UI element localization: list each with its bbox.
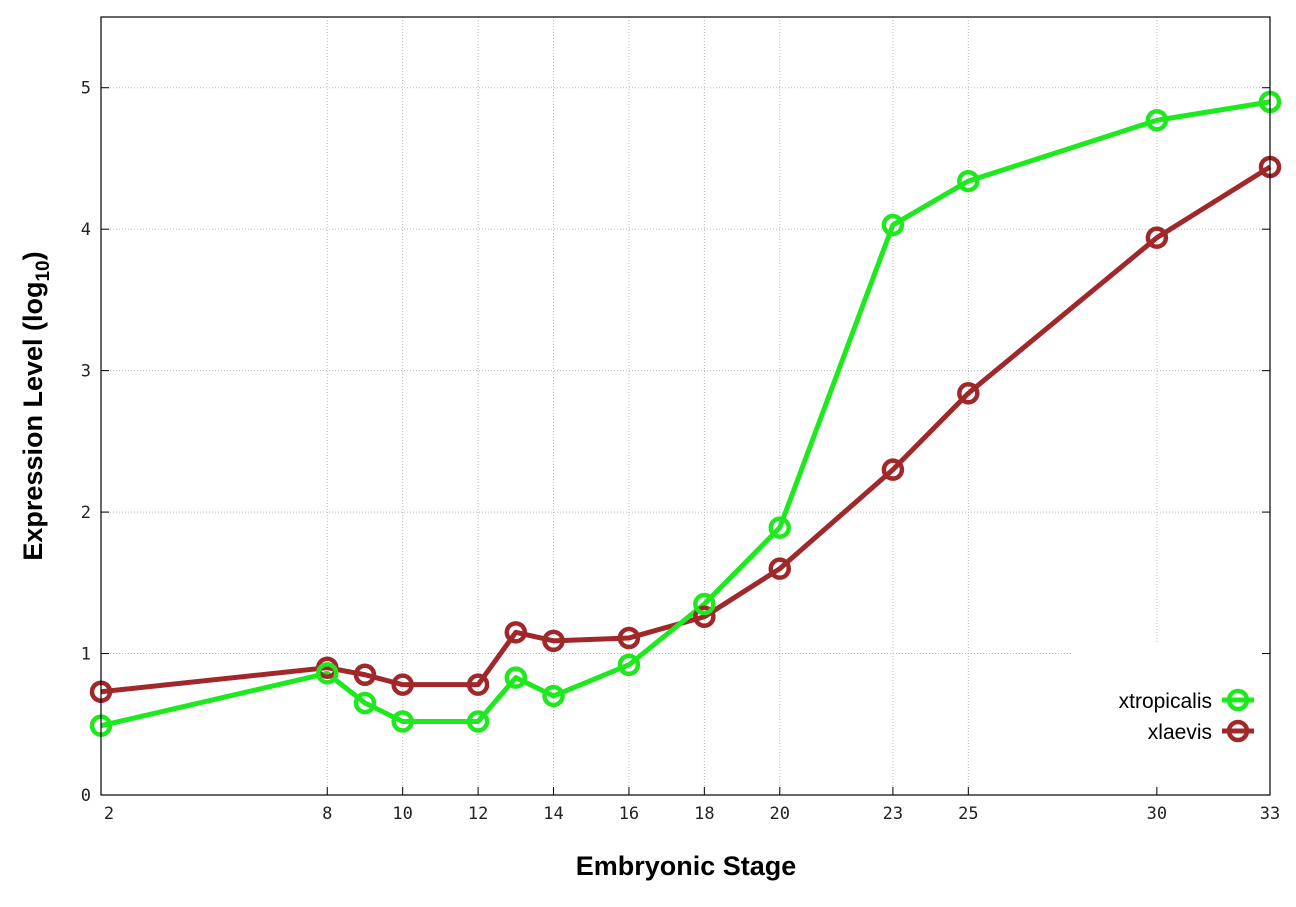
x-tick-label: 12 (468, 804, 488, 824)
data-point-xlaevis (504, 621, 528, 644)
x-tick-label: 20 (770, 804, 790, 824)
data-point-xtropicalis (391, 710, 414, 733)
data-point-xlaevis (768, 557, 792, 580)
x-axis-label: Embryonic Stage (576, 851, 797, 881)
data-point-xlaevis (881, 458, 905, 481)
x-tick-label: 33 (1260, 804, 1280, 824)
data-point-xtropicalis (617, 653, 641, 677)
data-point-xlaevis (466, 673, 490, 696)
x-tick-label: 23 (883, 804, 903, 824)
legend-marker-xtropicalis (1226, 688, 1250, 712)
data-point-xtropicalis (542, 684, 565, 708)
y-axis-label: Expression Level (log10) (18, 251, 54, 560)
x-tick-label: 18 (694, 804, 714, 824)
x-tick-label: 8 (322, 804, 332, 824)
data-point-xlaevis (693, 605, 716, 629)
data-point-xtropicalis (466, 710, 490, 733)
data-point-xtropicalis (768, 516, 792, 539)
y-tick-label: 4 (81, 220, 91, 240)
plot-frame (100, 16, 1271, 796)
x-tick-label: 10 (392, 804, 412, 824)
x-tick-label: 2 (104, 804, 114, 824)
data-point-xtropicalis (1145, 109, 1169, 132)
series-line-xtropicalis (100, 99, 1271, 729)
data-point-xtropicalis (353, 691, 377, 715)
legend-background (1072, 643, 1269, 794)
series-layer (89, 90, 1282, 737)
data-point-xlaevis (1145, 226, 1169, 249)
data-point-xtropicalis (504, 666, 528, 689)
data-point-xlaevis (353, 663, 377, 687)
legend-marker-xlaevis (1226, 719, 1250, 743)
legend: xtropicalis xlaevis (1119, 688, 1254, 744)
data-point-xtropicalis (693, 592, 716, 616)
legend-label: xlaevis (1148, 721, 1212, 744)
data-point-xtropicalis (316, 662, 339, 685)
y-tick-label: 2 (81, 503, 91, 523)
y-tick-label: 1 (81, 645, 91, 665)
data-point-xlaevis (617, 626, 641, 650)
series-line-xlaevis (100, 164, 1272, 695)
x-tick-label: 16 (619, 804, 639, 824)
grid (101, 17, 1270, 795)
data-point-xlaevis (957, 382, 980, 405)
y-tick-label: 5 (81, 79, 91, 99)
x-tick-label: 30 (1147, 804, 1167, 824)
y-tick-label: 3 (81, 362, 91, 382)
data-point-xlaevis (542, 629, 565, 653)
x-tick-label: 14 (543, 804, 563, 824)
legend-label: xtropicalis (1119, 690, 1212, 713)
data-point-xtropicalis (957, 169, 980, 193)
data-point-xtropicalis (881, 213, 905, 237)
y-tick-label: 0 (81, 786, 91, 806)
data-point-xlaevis (391, 673, 414, 696)
x-tick-label: 25 (958, 804, 978, 824)
